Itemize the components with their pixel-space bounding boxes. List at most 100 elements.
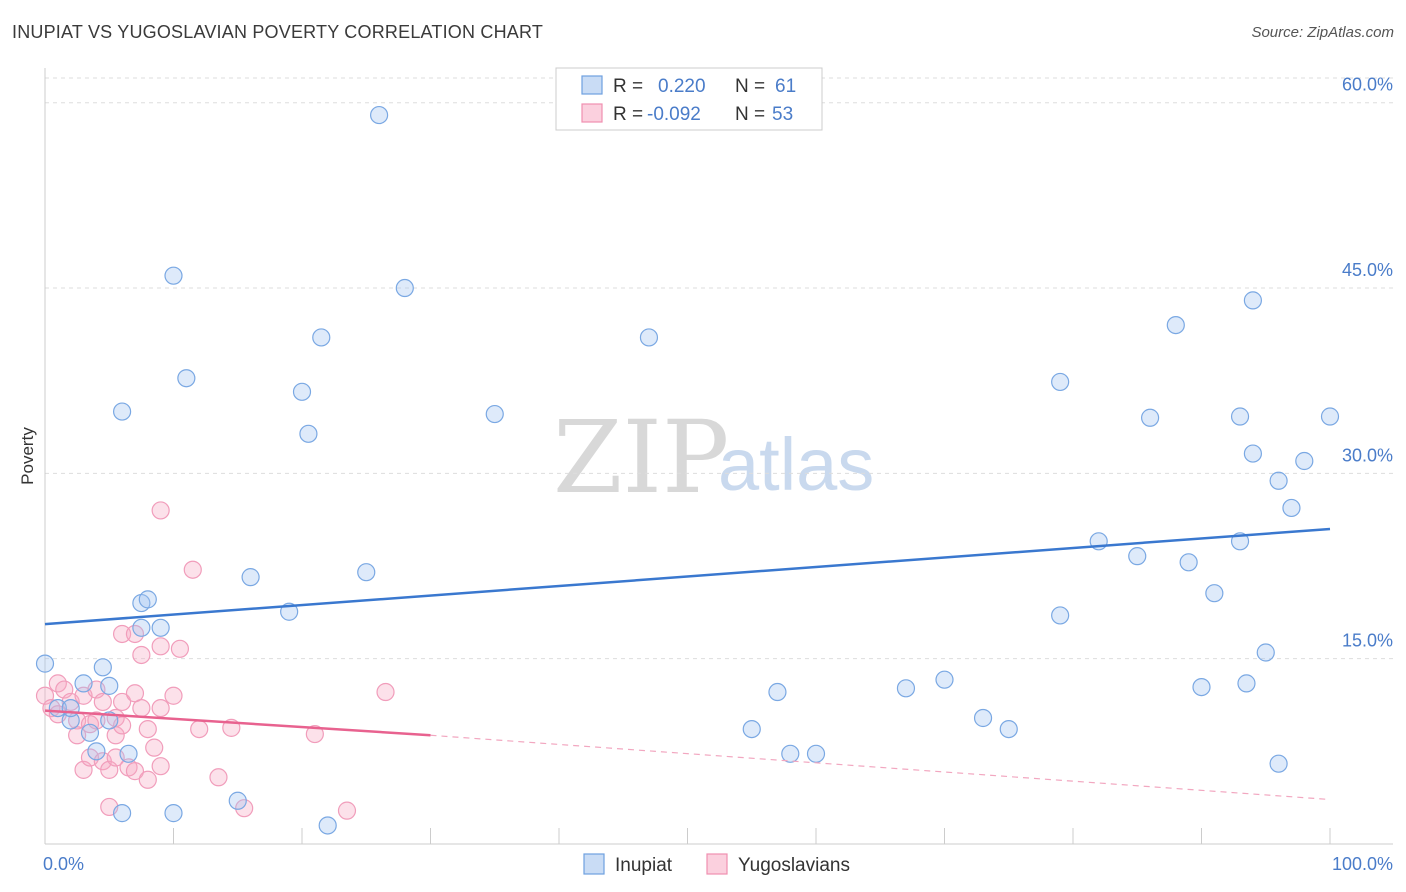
inupiat-point xyxy=(74,674,93,693)
yugoslavians-point xyxy=(132,698,151,718)
inupiat-point xyxy=(112,804,132,823)
inupiat-point xyxy=(119,744,138,763)
bottom-legend-label-inupiat: Inupiat xyxy=(615,855,673,876)
legend-n-value-2: 53 xyxy=(772,104,793,125)
inupiat-point xyxy=(80,723,100,742)
yugoslavians-point xyxy=(125,762,145,781)
inupiat-point xyxy=(806,744,826,763)
inupiat-point xyxy=(370,105,389,125)
inupiat-point xyxy=(1320,407,1340,426)
inupiat-point xyxy=(151,618,170,637)
yugoslavians-point xyxy=(132,645,151,665)
yugoslavians-point xyxy=(209,768,228,787)
y-tick-labels: 15.0% 30.0% 45.0% 60.0% xyxy=(1342,75,1393,651)
inupiat-point xyxy=(177,369,196,388)
inupiat-point xyxy=(973,708,993,728)
watermark-atlas: atlas xyxy=(718,423,874,506)
series-legend: Inupiat Yugoslavians xyxy=(583,853,850,876)
legend-n-label-1: N = xyxy=(735,76,765,97)
x-tick-label-min: 0.0% xyxy=(43,854,84,874)
y-tick-label: 30.0% xyxy=(1342,445,1393,465)
source-credit[interactable]: Source: ZipAtlas.com xyxy=(1251,24,1394,41)
inupiat-point xyxy=(241,568,260,587)
inupiat-point xyxy=(1269,471,1288,490)
inupiat-point xyxy=(312,328,331,347)
inupiat-point xyxy=(1243,444,1263,463)
inupiat-point xyxy=(61,698,80,718)
yugoslavians-point xyxy=(112,692,132,712)
inupiat-point xyxy=(1179,553,1198,572)
y-axis-title: Poverty xyxy=(18,427,37,485)
inupiat-point xyxy=(395,278,414,298)
yugoslavians-trend-line xyxy=(44,709,431,737)
yugoslavians-point xyxy=(93,692,112,712)
inupiat-point xyxy=(1243,291,1263,310)
yugoslavians-point xyxy=(151,757,170,776)
yugoslavians-trend-extension xyxy=(430,734,1331,801)
yugoslavians-point xyxy=(145,738,164,757)
stats-legend: R = 0.220 N = 61 R = -0.092 N = 53 xyxy=(555,67,823,131)
inupiat-point xyxy=(1205,584,1224,603)
inupiat-point xyxy=(1230,407,1250,426)
inupiat-point xyxy=(228,791,247,810)
legend-r-value-1: 0.220 xyxy=(658,76,706,97)
yugoslavians-point xyxy=(376,682,395,702)
yugoslavians-point xyxy=(164,686,183,705)
inupiat-point xyxy=(100,676,119,695)
watermark-zip: ZIP xyxy=(553,399,729,516)
bottom-legend-swatch-inupiat xyxy=(583,853,605,875)
yugoslavians-point xyxy=(151,637,170,656)
y-tick-label: 15.0% xyxy=(1342,631,1393,651)
legend-r-label-2: R = xyxy=(613,104,643,125)
inupiat-point xyxy=(1269,754,1288,773)
yugoslavians-point xyxy=(337,801,357,820)
inupiat-point xyxy=(1051,372,1070,392)
inupiat-point xyxy=(132,618,151,637)
inupiat-point xyxy=(318,816,337,835)
inupiat-point xyxy=(164,804,183,823)
yugoslavians-point xyxy=(190,719,209,739)
yugoslavians-point xyxy=(235,799,254,818)
inupiat-point xyxy=(138,590,157,609)
yugoslavians-point xyxy=(151,501,170,520)
legend-swatch-inupiat xyxy=(581,75,603,95)
inupiat-point xyxy=(164,266,183,285)
yugoslavians-point xyxy=(170,639,190,658)
inupiat-point xyxy=(1282,498,1301,518)
inupiat-point xyxy=(1166,315,1185,335)
legend-swatch-yugoslavians xyxy=(581,103,603,123)
inupiat-point xyxy=(781,744,800,763)
inupiat-point xyxy=(1128,547,1147,566)
inupiat-point xyxy=(35,654,55,673)
legend-n-value-1: 61 xyxy=(775,76,796,97)
y-tick-label: 60.0% xyxy=(1342,75,1393,95)
bottom-legend-label-yugoslavians: Yugoslavians xyxy=(738,855,850,876)
series-yugoslavians xyxy=(35,501,395,820)
inupiat-point xyxy=(1192,677,1211,697)
inupiat-point xyxy=(742,719,761,739)
y-tick-label: 45.0% xyxy=(1342,260,1393,280)
legend-n-label-2: N = xyxy=(735,104,765,125)
inupiat-point xyxy=(1051,606,1070,625)
inupiat-point xyxy=(639,328,659,347)
inupiat-point xyxy=(1140,408,1160,427)
yugoslavians-point xyxy=(138,770,157,789)
inupiat-point xyxy=(768,682,787,702)
inupiat-point xyxy=(87,742,106,761)
yugoslavians-point xyxy=(183,560,202,579)
yugoslavians-point xyxy=(151,698,170,718)
inupiat-point xyxy=(292,382,312,401)
yugoslavians-point xyxy=(112,624,132,644)
inupiat-point xyxy=(999,719,1018,739)
inupiat-point xyxy=(299,424,318,443)
x-tick-label-max: 100.0% xyxy=(1332,854,1393,874)
inupiat-point xyxy=(112,402,132,421)
inupiat-point xyxy=(1256,643,1275,662)
inupiat-point xyxy=(896,679,916,698)
inupiat-point xyxy=(935,670,954,689)
yugoslavians-point xyxy=(138,719,157,739)
x-ticks xyxy=(44,828,1331,844)
inupiat-point xyxy=(93,658,112,677)
inupiat-trend-line xyxy=(44,527,1331,626)
